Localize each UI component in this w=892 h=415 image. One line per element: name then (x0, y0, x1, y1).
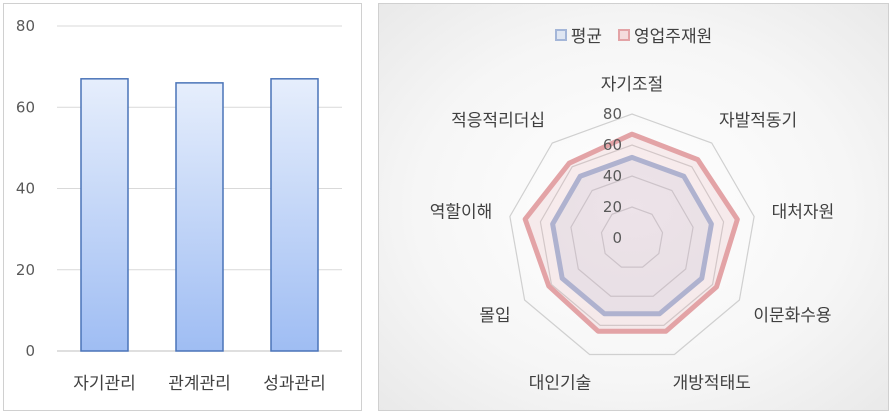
radar-tick-label: 0 (612, 229, 622, 247)
radar-tick-label: 40 (603, 167, 622, 185)
radar-grid-ring (570, 175, 694, 297)
radar-category-label: 몰입 (479, 306, 510, 326)
bar-y-tick-label: 80 (16, 17, 35, 35)
bar-y-tick-label: 60 (16, 98, 35, 116)
radar-series-line (522, 131, 740, 334)
legend-label-average: 평균 (570, 27, 603, 47)
radar-grid-ring (539, 144, 725, 326)
bar (270, 78, 319, 352)
legend-swatch-average (554, 28, 567, 41)
bar-y-tick-label: 20 (16, 261, 35, 279)
radar-category-label: 개방적태도 (673, 374, 751, 394)
bar-chart-panel: 0 20 40 60 80 자기관리 관계관리 성과관리 (3, 3, 362, 411)
bar-category-label: 자기관리 (73, 374, 136, 394)
radar-category-label: 적응적리더십 (451, 111, 545, 131)
radar-legend: 평균 영업주재원 (379, 22, 888, 47)
radar-series-line (550, 154, 714, 317)
bar-category-label: 성과관리 (263, 374, 326, 394)
bar-category-label: 관계관리 (168, 374, 231, 394)
radar-grid-ring (509, 113, 755, 356)
bar-chart: 0 20 40 60 80 자기관리 관계관리 성과관리 (16, 17, 342, 394)
radar-grid-ring (600, 206, 664, 268)
bar (175, 82, 224, 352)
radar-category-label: 이문화수용 (753, 306, 831, 326)
radar-category-label: 대처자원 (772, 202, 835, 222)
legend-item-average: 평균 (554, 22, 603, 47)
radar-category-label: 대인기술 (529, 374, 592, 394)
radar-tick-label: 60 (603, 136, 622, 154)
radar-tick-label: 80 (603, 105, 622, 123)
legend-swatch-sales-expat (618, 28, 631, 41)
radar-category-label: 자발적동기 (719, 111, 797, 131)
radar-category-label: 자기조절 (601, 75, 664, 95)
radar-category-label: 역할이해 (430, 202, 493, 222)
radar-tick-label: 20 (603, 198, 622, 216)
bar (80, 78, 129, 352)
legend-label-sales-expat: 영업주재원 (634, 27, 713, 47)
bar-y-tick-label: 0 (25, 342, 35, 360)
legend-item-sales-expat: 영업주재원 (618, 22, 712, 47)
bar-y-tick-label: 40 (16, 180, 35, 198)
